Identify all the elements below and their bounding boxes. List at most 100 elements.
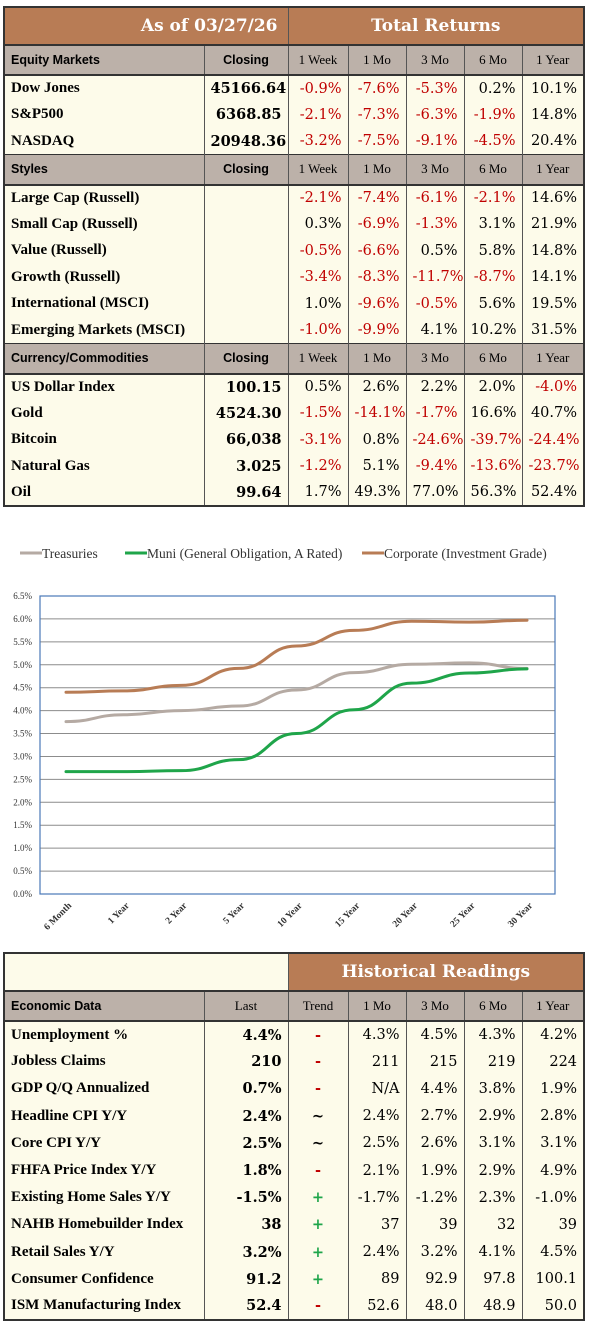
- trend-indicator: -: [288, 1292, 349, 1322]
- returns-table: As of 03/27/26 Total Returns Equity Mark…: [2, 6, 586, 507]
- return-value: -6.3%: [406, 101, 465, 128]
- return-value: 2.6%: [348, 373, 407, 400]
- historical-value: 3.2%: [406, 1238, 465, 1266]
- legend-entry-treasuries: Treasuries: [20, 546, 98, 561]
- table-row: Small Cap (Russell) 0.3% -6.9% -1.3% 3.1% 21.…: [3, 211, 586, 238]
- return-value: -7.4%: [348, 184, 407, 211]
- table-row: Large Cap (Russell) -2.1% -7.4% -6.1% -2.1% 1…: [3, 184, 586, 211]
- row-label: Oil: [3, 479, 205, 507]
- return-value: -0.9%: [288, 75, 349, 102]
- closing-value: 45166.64: [204, 75, 289, 102]
- total-returns-title: Total Returns: [288, 6, 586, 46]
- return-value: -6.6%: [348, 237, 407, 264]
- legend-entry-corporate-investment-grade: Corporate (Investment Grade): [362, 546, 547, 561]
- table-row: International (MSCI) 1.0% -9.6% -0.5% 5.6% 19…: [3, 290, 586, 317]
- last-value: 210: [204, 1048, 289, 1076]
- last-value: 38: [204, 1211, 289, 1239]
- return-value: 77.0%: [406, 479, 465, 507]
- closing-value: 100.15: [204, 373, 289, 400]
- return-value: -24.6%: [406, 426, 465, 453]
- row-label: Growth (Russell): [3, 264, 205, 291]
- historical-value: 2.7%: [406, 1102, 465, 1130]
- historical-value: 4.2%: [522, 1021, 586, 1049]
- table-row: Headline CPI Y/Y 2.4% ~2.4% 2.7% 2.9% 2.8%: [3, 1102, 586, 1130]
- return-value: 21.9%: [522, 211, 586, 238]
- column-header-1-year: 1 Year: [522, 990, 586, 1022]
- historical-value: 3.8%: [464, 1075, 523, 1103]
- table-row: Dow Jones 45166.64 -0.9% -7.6% -5.3% 0.2% 10.1…: [3, 75, 586, 102]
- return-value: 19.5%: [522, 290, 586, 317]
- row-label: GDP Q/Q Annualized: [3, 1075, 205, 1103]
- table-row: Unemployment % 4.4% -4.3% 4.5% 4.3% 4.2%: [3, 1021, 586, 1049]
- return-value: 14.6%: [522, 184, 586, 211]
- table-row: Emerging Markets (MSCI) -1.0% -9.9% 4.1% 10.…: [3, 317, 586, 344]
- table-row: ISM Manufacturing Index 52.4-52.6 48.0 48.9…: [3, 1292, 586, 1322]
- table-row: Oil 99.64 1.7% 49.3% 77.0% 56.3% 52.4%: [3, 479, 586, 507]
- return-value: -1.5%: [288, 400, 349, 427]
- table-row: Natural Gas 3.025 -1.2% 5.1% -9.4% -13.6% -23.…: [3, 453, 586, 480]
- x-tick-label: 10 Year: [276, 900, 305, 929]
- y-tick-label: 0.5%: [13, 866, 32, 876]
- return-value: 56.3%: [464, 479, 523, 507]
- legend-label: Corporate (Investment Grade): [384, 546, 547, 561]
- historical-value: 4.4%: [406, 1075, 465, 1103]
- return-value: -0.5%: [406, 290, 465, 317]
- closing-value: [204, 184, 289, 211]
- row-label: ISM Manufacturing Index: [3, 1292, 205, 1322]
- historical-value: 2.4%: [348, 1238, 407, 1266]
- historical-value: 4.5%: [406, 1021, 465, 1049]
- historical-value: 39: [522, 1211, 586, 1239]
- return-value: 1.7%: [288, 479, 349, 507]
- trend-indicator: ~: [288, 1102, 349, 1130]
- x-tick-label: 6 Month: [43, 901, 75, 933]
- return-value: -2.1%: [288, 101, 349, 128]
- historical-value: 219: [464, 1048, 523, 1076]
- return-value: 1.0%: [288, 290, 349, 317]
- column-header-last: Last: [204, 990, 289, 1022]
- historical-value: 48.0: [406, 1292, 465, 1322]
- return-value: -6.9%: [348, 211, 407, 238]
- column-header-1-year: 1 Year: [522, 343, 586, 375]
- yield-curve-chart: Treasuries Muni (General Obligation, A Ra…: [13, 546, 556, 933]
- column-header-1-year: 1 Year: [522, 154, 586, 186]
- section-label: Currency/Commodities: [3, 343, 205, 375]
- closing-value: 99.64: [204, 479, 289, 507]
- historical-value: 4.5%: [522, 1238, 586, 1266]
- series-line-muni-general-obligation-a-rated: [64, 667, 529, 774]
- return-value: -9.6%: [348, 290, 407, 317]
- return-value: 52.4%: [522, 479, 586, 507]
- table-row: Jobless Claims 210-211 215 219 224: [3, 1048, 586, 1076]
- last-value: 3.2%: [204, 1238, 289, 1266]
- historical-value: 89: [348, 1265, 407, 1293]
- y-tick-label: 6.5%: [13, 591, 32, 601]
- column-header-closing: Closing: [204, 154, 289, 186]
- return-value: 0.2%: [464, 75, 523, 102]
- return-value: 3.1%: [464, 211, 523, 238]
- historical-value: 224: [522, 1048, 586, 1076]
- table-row: NAHB Homebuilder Index 38 +37 39 32 39: [3, 1211, 586, 1239]
- last-value: -1.5%: [204, 1184, 289, 1212]
- y-tick-label: 6.0%: [13, 614, 32, 624]
- y-tick-label: 4.0%: [13, 706, 32, 716]
- column-header-6-mo: 6 Mo: [464, 154, 523, 186]
- historical-value: 1.9%: [522, 1075, 586, 1103]
- section-header-currency-commodities: Currency/Commodities Closing 1 Week 1 Mo 3 M…: [3, 343, 586, 375]
- return-value: 0.3%: [288, 211, 349, 238]
- return-value: 4.1%: [406, 317, 465, 344]
- y-tick-label: 2.5%: [13, 774, 32, 784]
- return-value: 20.4%: [522, 128, 586, 155]
- return-value: -4.0%: [522, 373, 586, 400]
- historical-value: -1.0%: [522, 1184, 586, 1212]
- column-header-3-mo: 3 Mo: [406, 154, 465, 186]
- table-row: Value (Russell) -0.5% -6.6% 0.5% 5.8% 14.8%: [3, 237, 586, 264]
- legend-entry-muni-general-obligation-a-rated: Muni (General Obligation, A Rated): [125, 546, 342, 561]
- last-value: 0.7%: [204, 1075, 289, 1103]
- closing-value: [204, 211, 289, 238]
- return-value: 2.2%: [406, 373, 465, 400]
- historical-value: 4.3%: [464, 1021, 523, 1049]
- historical-value: 37: [348, 1211, 407, 1239]
- y-tick-label: 3.5%: [13, 729, 32, 739]
- historical-value: 1.9%: [406, 1156, 465, 1185]
- row-label: NASDAQ: [3, 128, 205, 155]
- x-tick-label: 1 Year: [106, 900, 132, 926]
